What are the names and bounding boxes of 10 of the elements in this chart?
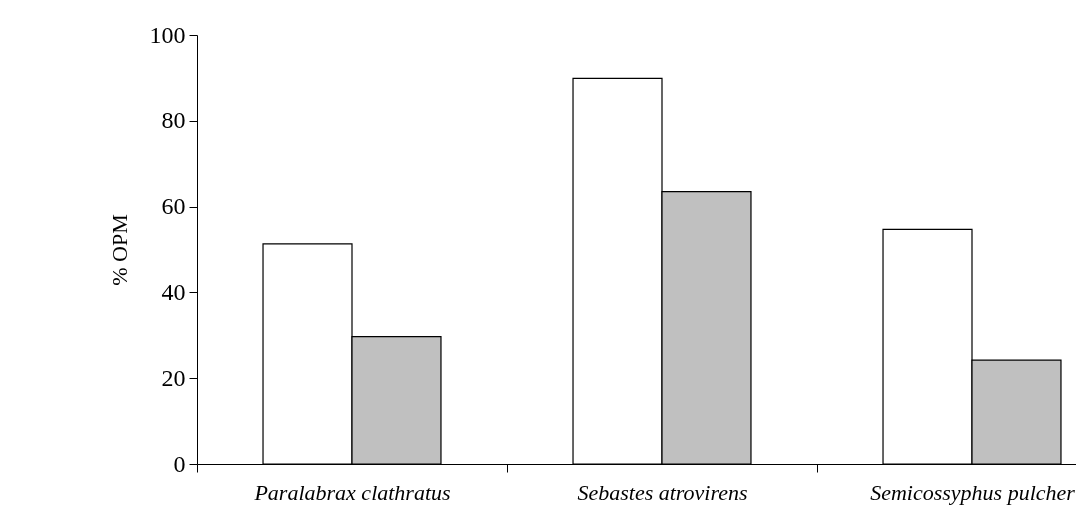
y-tick-label: 0 bbox=[173, 450, 186, 477]
y-axis-title: % OPM bbox=[106, 214, 132, 286]
x-tick-label: Paralabrax clathratus bbox=[253, 479, 451, 505]
x-tick-label: Sebastes atrovirens bbox=[577, 479, 748, 505]
x-tick-label: Semicossyphus pulcher bbox=[870, 479, 1076, 505]
y-tick-label: 80 bbox=[161, 107, 186, 134]
y-tick-label: 20 bbox=[161, 364, 186, 391]
y-tick-label: 40 bbox=[161, 278, 186, 305]
y-tick-label: 100 bbox=[149, 21, 186, 48]
y-tick-label: 60 bbox=[161, 193, 186, 220]
